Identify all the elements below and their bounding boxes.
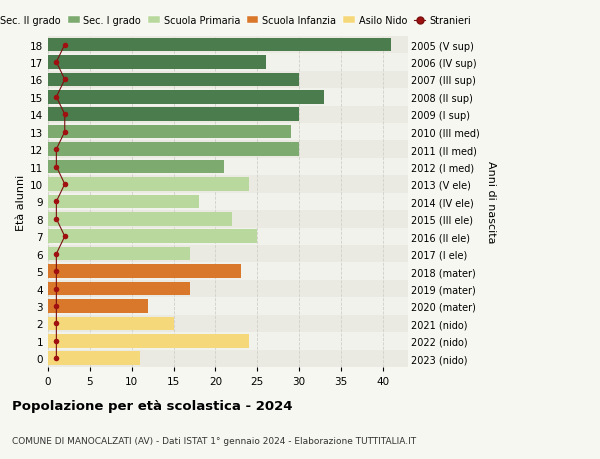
Bar (48, 265, 241, 278)
Bar (48, 195, 199, 209)
Point (60, 129, 70, 136)
Bar (48, 230, 257, 244)
Bar (48, 56, 266, 70)
Bar (48, 160, 224, 174)
Bar (48, 280, 408, 297)
Point (52, 268, 61, 275)
Bar (48, 263, 408, 280)
Bar (48, 54, 408, 72)
Bar (48, 89, 408, 106)
Point (52, 355, 61, 362)
Bar (48, 158, 408, 176)
Y-axis label: Anni di nascita: Anni di nascita (486, 161, 496, 243)
Point (52, 302, 61, 310)
Legend: Sec. II grado, Sec. I grado, Scuola Primaria, Scuola Infanzia, Asilo Nido, Stran: Sec. II grado, Sec. I grado, Scuola Prim… (0, 12, 475, 30)
Text: COMUNE DI MANOCALZATI (AV) - Dati ISTAT 1° gennaio 2024 - Elaborazione TUTTITALI: COMUNE DI MANOCALZATI (AV) - Dati ISTAT … (12, 436, 416, 445)
Bar (48, 178, 249, 191)
Point (52, 285, 61, 292)
Bar (48, 72, 408, 89)
Bar (48, 228, 408, 246)
Bar (48, 39, 391, 52)
Point (60, 233, 70, 241)
Bar (48, 73, 299, 87)
Bar (48, 334, 249, 348)
Bar (48, 332, 408, 350)
Text: Popolazione per età scolastica - 2024: Popolazione per età scolastica - 2024 (12, 399, 293, 412)
Bar (48, 37, 408, 54)
Point (60, 77, 70, 84)
Bar (48, 246, 408, 263)
Point (52, 59, 61, 67)
Bar (48, 106, 408, 123)
Point (52, 216, 61, 223)
Bar (48, 211, 408, 228)
Bar (48, 282, 190, 296)
Bar (48, 91, 324, 104)
Point (52, 251, 61, 258)
Y-axis label: Età alunni: Età alunni (16, 174, 26, 230)
Point (60, 42, 70, 49)
Point (60, 181, 70, 188)
Bar (48, 141, 408, 158)
Point (52, 198, 61, 206)
Point (52, 163, 61, 171)
Bar (48, 126, 291, 139)
Bar (48, 352, 140, 365)
Bar (48, 143, 299, 157)
Bar (48, 176, 408, 193)
Bar (48, 108, 299, 122)
Bar (48, 247, 190, 261)
Point (52, 320, 61, 327)
Bar (48, 300, 148, 313)
Bar (48, 123, 408, 141)
Bar (48, 193, 408, 211)
Point (52, 337, 61, 345)
Point (52, 94, 61, 101)
Point (52, 146, 61, 153)
Point (60, 112, 70, 119)
Bar (48, 213, 232, 226)
Bar (48, 317, 173, 330)
Bar (48, 297, 408, 315)
Bar (48, 350, 408, 367)
Bar (48, 315, 408, 332)
